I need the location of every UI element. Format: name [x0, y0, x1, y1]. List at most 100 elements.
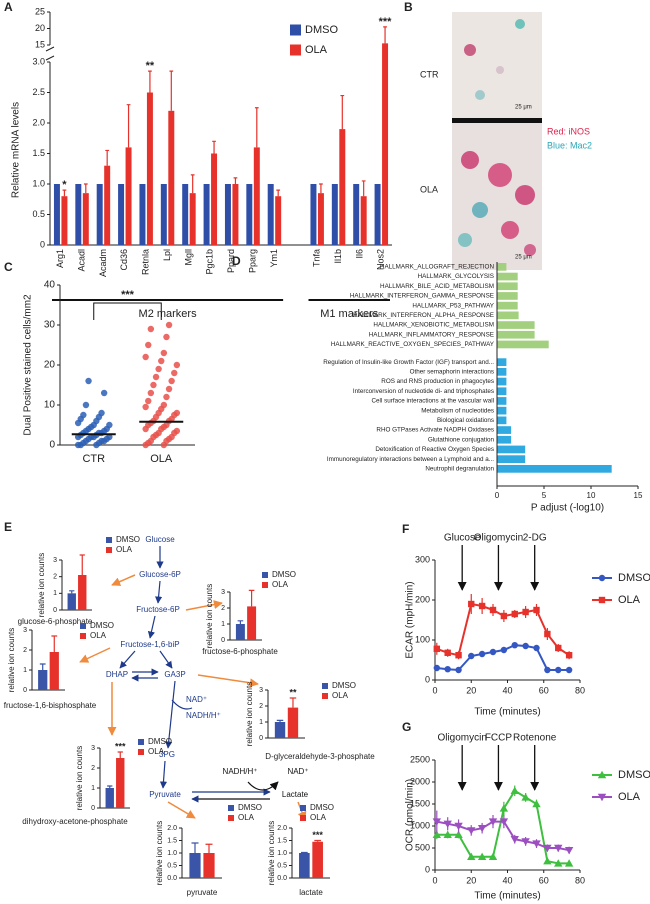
y-tick-label: 2 — [91, 765, 95, 772]
significance: ** — [289, 687, 297, 697]
y-tick-label: 0 — [221, 637, 225, 644]
x-tick-label: Lpl — [162, 249, 172, 261]
legend-label: DMSO — [238, 803, 262, 812]
legend-swatch — [322, 683, 328, 689]
point — [433, 645, 441, 652]
point — [454, 822, 463, 831]
bar — [497, 358, 507, 366]
significance: *** — [121, 289, 135, 301]
bar — [116, 758, 125, 808]
legend-swatch — [300, 805, 306, 811]
y-tick-label: 2 — [23, 647, 27, 654]
bar — [49, 652, 59, 690]
y-tick-label: 0 — [40, 239, 45, 249]
bar — [497, 435, 512, 444]
bar — [497, 311, 519, 320]
y-axis-label: Relative mRNA levels — [11, 102, 22, 198]
error-bar — [314, 839, 321, 842]
y-tick-label: 0.0 — [167, 875, 177, 882]
bar — [275, 196, 282, 245]
y-tick-label: Glutathione conjugation — [428, 436, 495, 443]
legend-label: DMSO — [116, 535, 140, 544]
bar — [235, 624, 245, 640]
y-tick-label: 25 — [35, 6, 45, 16]
bar — [312, 841, 323, 878]
y-tick-label: 1 — [91, 785, 95, 792]
point — [468, 600, 475, 608]
legend-label: OLA — [116, 545, 133, 554]
point — [454, 830, 463, 838]
bar — [497, 292, 518, 300]
y-tick-label: Interconversion of nucleotide di- and tr… — [353, 388, 494, 395]
bar — [105, 788, 114, 808]
chart-title: dihydroxy-acetone-phosphate — [22, 817, 128, 826]
error-bar — [361, 180, 366, 197]
point — [171, 369, 178, 377]
legend-label: DMSO — [618, 769, 650, 781]
point — [173, 427, 181, 435]
y-tick-label: 30 — [44, 320, 56, 331]
bar — [497, 282, 518, 291]
y-tick-label: 1500 — [410, 798, 430, 808]
point — [443, 830, 452, 838]
bar — [497, 387, 507, 396]
significance-bracket — [93, 302, 162, 320]
point — [478, 650, 486, 658]
bar — [203, 184, 210, 245]
bar — [182, 184, 189, 245]
error-bar — [289, 697, 297, 708]
significance: *** — [312, 830, 323, 840]
y-tick-label: HALLMARK_BILE_ACID_METABOLISM — [380, 283, 494, 290]
x-tick-label: 60 — [539, 685, 549, 695]
bar — [497, 272, 518, 281]
pathway-node: Glucose — [145, 535, 175, 544]
legend-swatch — [262, 572, 268, 578]
y-tick-label: 1.0 — [167, 850, 177, 857]
point — [510, 836, 519, 844]
legend-swatch — [138, 739, 144, 745]
x-tick-label: Arg1 — [55, 249, 65, 268]
error-bar — [383, 26, 387, 44]
y-tick-label: HALLMARK_INTERFERON_GAMMA_RESPONSE — [350, 293, 494, 300]
y-axis-label: Dual Positive stained cells/mm2 — [23, 294, 34, 436]
pathway-node: Lactate — [282, 790, 309, 799]
panel-label: D — [232, 254, 241, 268]
error-bar — [69, 590, 75, 594]
legend-swatch — [262, 582, 268, 588]
error-bar — [191, 842, 199, 853]
bar — [360, 196, 367, 245]
legend-label: DMSO — [148, 737, 172, 746]
y-tick-label: 15 — [35, 39, 45, 49]
annotation: Rotenone — [513, 733, 557, 744]
point — [467, 827, 476, 835]
y-tick-label: HALLMARK_P53_PATHWAY — [412, 302, 494, 309]
panel-label: F — [402, 522, 409, 536]
y-tick-label: HALLMARK_ALLOGRAFT_REJECTION — [380, 264, 495, 271]
bar — [211, 153, 218, 245]
y-tick-label: Other semaphorin interactions — [410, 369, 494, 376]
y-tick-label: 0 — [425, 864, 430, 874]
point — [488, 852, 498, 860]
bar — [331, 184, 338, 245]
x-tick-label: Pparg — [247, 249, 257, 273]
bar — [168, 110, 175, 245]
y-axis-label: OCR (pmol/min) — [405, 779, 416, 851]
point — [533, 606, 540, 614]
point — [544, 666, 551, 674]
point — [163, 333, 170, 341]
point — [468, 652, 475, 660]
measure-arrows — [79, 574, 307, 821]
bar — [497, 301, 518, 310]
significance: *** — [379, 16, 393, 28]
scale-bar-label: 25 μm — [515, 105, 532, 111]
x-axis-label: Time (minutes) — [474, 707, 540, 718]
y-tick-label: RHO GTPases Activate NADPH Oxidases — [376, 427, 494, 434]
panel-label: E — [4, 520, 12, 534]
point — [478, 602, 486, 610]
point — [82, 401, 90, 409]
bar — [189, 193, 196, 245]
chart-title: D-glyceraldehyde-3-phosphate — [265, 752, 375, 761]
bar — [67, 593, 76, 610]
legend-label: OLA — [90, 631, 107, 640]
